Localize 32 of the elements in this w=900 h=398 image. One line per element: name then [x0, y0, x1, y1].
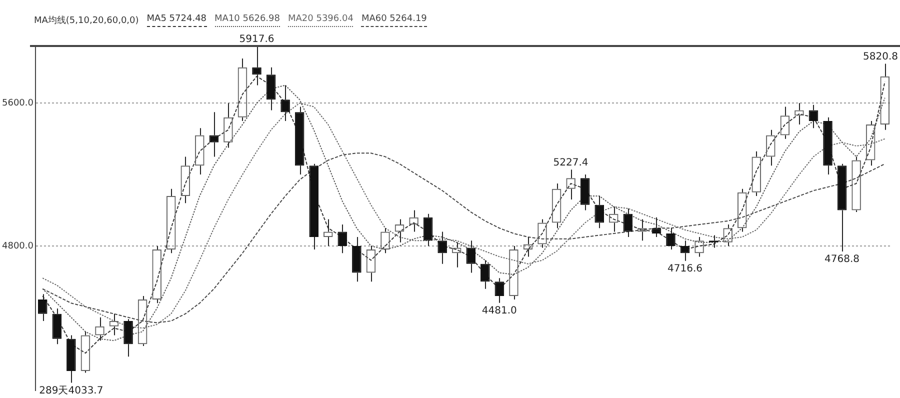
annotation: 4768.8	[824, 254, 860, 266]
candlestick	[252, 46, 262, 86]
candlestick	[352, 236, 362, 282]
candlestick	[480, 260, 490, 290]
candlestick	[52, 308, 62, 345]
annotation: 5227.4	[553, 157, 588, 168]
text: MA20 5396.04	[288, 14, 354, 27]
annotation: 5820.8	[863, 51, 898, 62]
candlestick	[466, 240, 476, 274]
candlestick	[423, 213, 433, 246]
annotation: 5917.6	[239, 34, 274, 46]
candlestick	[594, 195, 604, 229]
y-tick-label: 4800.0	[2, 241, 34, 252]
text: MA60 5264.19	[361, 14, 427, 27]
candlestick	[652, 216, 662, 238]
candlestick	[580, 174, 590, 211]
text: MA均线(5,10,20,60,0,0)	[34, 14, 139, 27]
text: MA5 5724.48	[146, 14, 207, 27]
candlestick	[623, 208, 633, 238]
text: MA10 5626.98	[214, 14, 280, 27]
y-tick-label: 5600.0	[2, 98, 34, 108]
candlestick	[837, 163, 847, 252]
candlestick	[309, 163, 318, 250]
candlestick	[266, 66, 276, 111]
annotation: 289天4033.7	[39, 385, 104, 396]
candlestick	[294, 106, 304, 176]
line-series	[42, 152, 886, 324]
candlestick	[823, 116, 832, 176]
candlestick	[66, 334, 76, 384]
annotation: 4481.0	[482, 306, 517, 317]
annotation: 4716.6	[668, 263, 703, 274]
candlestick	[124, 318, 133, 358]
